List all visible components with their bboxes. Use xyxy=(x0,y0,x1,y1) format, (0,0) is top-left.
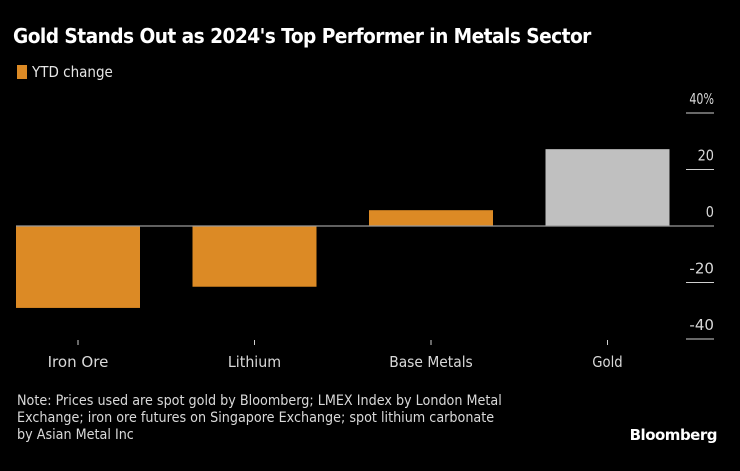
footnote-line: by Asian Metal Inc xyxy=(17,427,134,443)
chart-title: Gold Stands Out as 2024's Top Performer … xyxy=(13,24,591,48)
y-tick-label: 40% xyxy=(689,90,714,108)
x-tick-label: Gold xyxy=(592,353,622,371)
bar-lithium xyxy=(192,226,317,287)
y-tick-label: -40 xyxy=(689,316,714,334)
footnote: Note: Prices used are spot gold by Bloom… xyxy=(17,393,539,444)
footnote-line: Exchange; iron ore futures on Singapore … xyxy=(17,410,495,426)
legend-swatch xyxy=(17,65,27,79)
y-tick-label: 0 xyxy=(706,203,714,221)
footnote-line: Note: Prices used are spot gold by Bloom… xyxy=(17,393,502,409)
legend-label: YTD change xyxy=(32,63,113,81)
bar-chart: Iron Ore Lithium Base Metals Gold 40% 20 0 -20 -… xyxy=(16,90,714,371)
bar-iron-ore xyxy=(16,226,140,308)
bloomberg-logo: Bloomberg xyxy=(629,426,718,444)
legend: YTD change xyxy=(17,63,122,81)
bar-base-metals xyxy=(369,210,493,226)
y-tick-label: 20 xyxy=(698,147,714,165)
x-tick-label: Base Metals xyxy=(389,353,473,371)
x-tick-label: Iron Ore xyxy=(48,353,109,371)
x-tick-label: Lithium xyxy=(228,353,281,371)
y-tick-label: -20 xyxy=(689,260,714,278)
bar-gold xyxy=(545,149,670,226)
